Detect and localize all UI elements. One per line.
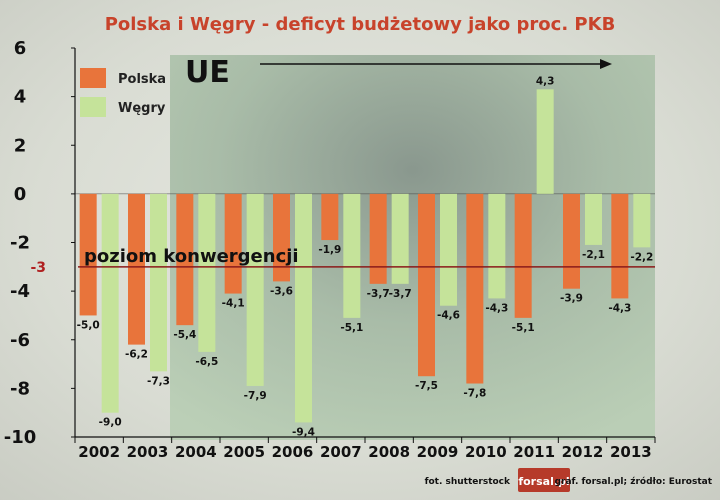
bar-value-label: -4,1 bbox=[222, 298, 245, 310]
bar-polska bbox=[369, 193, 387, 284]
bar-polska bbox=[224, 193, 242, 294]
bar-value-label: -1,9 bbox=[318, 244, 341, 256]
x-tick-label: 2007 bbox=[320, 443, 362, 461]
x-tick-label: 2005 bbox=[223, 443, 265, 461]
bar-wegry bbox=[440, 193, 457, 306]
y-tick-label: -8 bbox=[10, 378, 30, 399]
bar-value-label: -5,0 bbox=[77, 319, 100, 331]
bar-polska bbox=[176, 193, 194, 326]
bar-value-label: -2,2 bbox=[630, 251, 653, 263]
bar-value-label: -3,6 bbox=[270, 285, 293, 297]
source-note: graf. forsal.pl; źródło: Eurostat bbox=[555, 476, 713, 487]
value-labels: -5,0 -6,2 -5,4 -4,1 -3,6 -1,9 -3,7 -7,5 -7,8 -5,1… bbox=[77, 75, 654, 438]
legend-label-wegry: Węgry bbox=[118, 101, 166, 116]
forsal-logo: forsal.pl bbox=[518, 475, 569, 488]
y-axis: 6 4 2 0 -2 -4 -6 -8 -10 bbox=[4, 38, 76, 448]
y-tick-label: 6 bbox=[14, 38, 27, 59]
bar-polska bbox=[466, 193, 484, 384]
bar-value-label: -3,7 bbox=[389, 288, 412, 300]
bar-value-label: -5,4 bbox=[173, 329, 196, 341]
y-tick-label: 0 bbox=[14, 184, 27, 205]
bar-wegry bbox=[343, 193, 361, 318]
bar-polska bbox=[321, 193, 339, 241]
bar-value-label: -9,4 bbox=[292, 426, 315, 438]
x-tick-label: 2013 bbox=[610, 443, 652, 461]
x-tick-label: 2002 bbox=[78, 443, 120, 461]
bar-polska bbox=[273, 193, 290, 282]
x-tick-label: 2004 bbox=[175, 443, 217, 461]
bar-value-label: -5,1 bbox=[512, 322, 535, 334]
bar-value-label: -7,3 bbox=[147, 375, 170, 387]
eu-arrow-head bbox=[600, 59, 612, 69]
bar-wegry bbox=[246, 193, 264, 386]
bar-value-label: -6,5 bbox=[195, 356, 218, 368]
bar-value-label: -3,7 bbox=[367, 288, 390, 300]
bar-value-label: -7,5 bbox=[415, 380, 438, 392]
bar-polska bbox=[128, 193, 145, 345]
bar-value-label: -7,8 bbox=[463, 388, 486, 400]
x-tick-label: 2012 bbox=[562, 443, 604, 461]
bar-wegry bbox=[101, 193, 119, 413]
convergence-tick-label: -3 bbox=[30, 260, 46, 276]
y-tick-label: -6 bbox=[10, 330, 30, 351]
bar-polska bbox=[563, 193, 580, 289]
bars bbox=[79, 89, 651, 423]
chart-title: Polska i Węgry - deficyt budżetowy jako … bbox=[105, 14, 616, 35]
y-tick-label: 4 bbox=[14, 87, 27, 108]
legend-swatch-polska bbox=[80, 68, 106, 88]
bar-polska bbox=[418, 193, 435, 377]
bar-value-label: -4,6 bbox=[437, 310, 460, 322]
bar-wegry bbox=[633, 193, 651, 248]
bar-wegry bbox=[585, 193, 602, 245]
bar-wegry bbox=[150, 193, 167, 372]
bar-polska bbox=[514, 193, 532, 318]
convergence-label: poziom konwergencji bbox=[84, 246, 299, 267]
x-tick-label: 2008 bbox=[368, 443, 410, 461]
y-tick-label: 2 bbox=[14, 135, 27, 156]
bar-value-label: -9,0 bbox=[99, 417, 122, 429]
bar-wegry bbox=[488, 193, 506, 299]
x-tick-label: 2006 bbox=[272, 443, 314, 461]
bar-value-label: -6,2 bbox=[125, 349, 148, 361]
x-tick-label: 2003 bbox=[127, 443, 169, 461]
bar-wegry bbox=[391, 193, 409, 284]
bar-value-label: 4,3 bbox=[536, 75, 555, 87]
bar-value-label: -4,3 bbox=[608, 302, 631, 314]
x-tick-label: 2009 bbox=[417, 443, 459, 461]
forsal-logo-box bbox=[518, 468, 570, 492]
photo-credit: fot. shutterstock bbox=[425, 477, 511, 487]
bar-wegry bbox=[198, 193, 216, 352]
bar-wegry bbox=[536, 89, 554, 194]
bar-value-label: -4,3 bbox=[485, 302, 508, 314]
legend-label-polska: Polska bbox=[118, 72, 166, 87]
y-tick-label: -10 bbox=[4, 427, 37, 448]
bar-value-label: -5,1 bbox=[340, 322, 363, 334]
y-tick-label: -4 bbox=[10, 281, 30, 302]
bar-value-label: -3,9 bbox=[560, 293, 583, 305]
bar-value-label: -7,9 bbox=[244, 390, 267, 402]
bar-wegry bbox=[295, 193, 312, 423]
bar-polska bbox=[611, 193, 629, 299]
legend-swatch-wegry bbox=[80, 97, 106, 117]
x-tick-label: 2011 bbox=[513, 443, 555, 461]
bar-polska bbox=[79, 193, 97, 316]
x-axis: 2002 2003 2004 2005 2006 2007 2008 2009 2010 2011… bbox=[74, 436, 656, 461]
eu-label: UE bbox=[185, 55, 230, 90]
bar-value-label: -2,1 bbox=[582, 249, 605, 261]
y-tick-label: -2 bbox=[10, 233, 30, 254]
x-tick-label: 2010 bbox=[465, 443, 507, 461]
